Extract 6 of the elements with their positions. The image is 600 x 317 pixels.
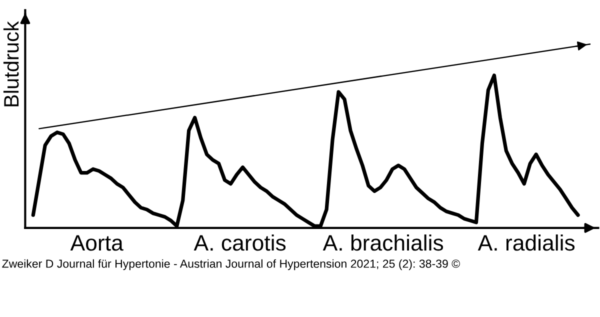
text: A. carotis — [194, 234, 286, 251]
text: Aorta — [70, 235, 124, 251]
text: Zweiker D Journal für Hypertonie - Austrian Journal of Hypertension 2021; 25 (2): 38-39 © — [2, 259, 460, 270]
text: A. radialis — [478, 234, 575, 251]
text: A. brachialis — [322, 234, 444, 251]
y-axis-title: Blutdruck — [3, 21, 19, 106]
